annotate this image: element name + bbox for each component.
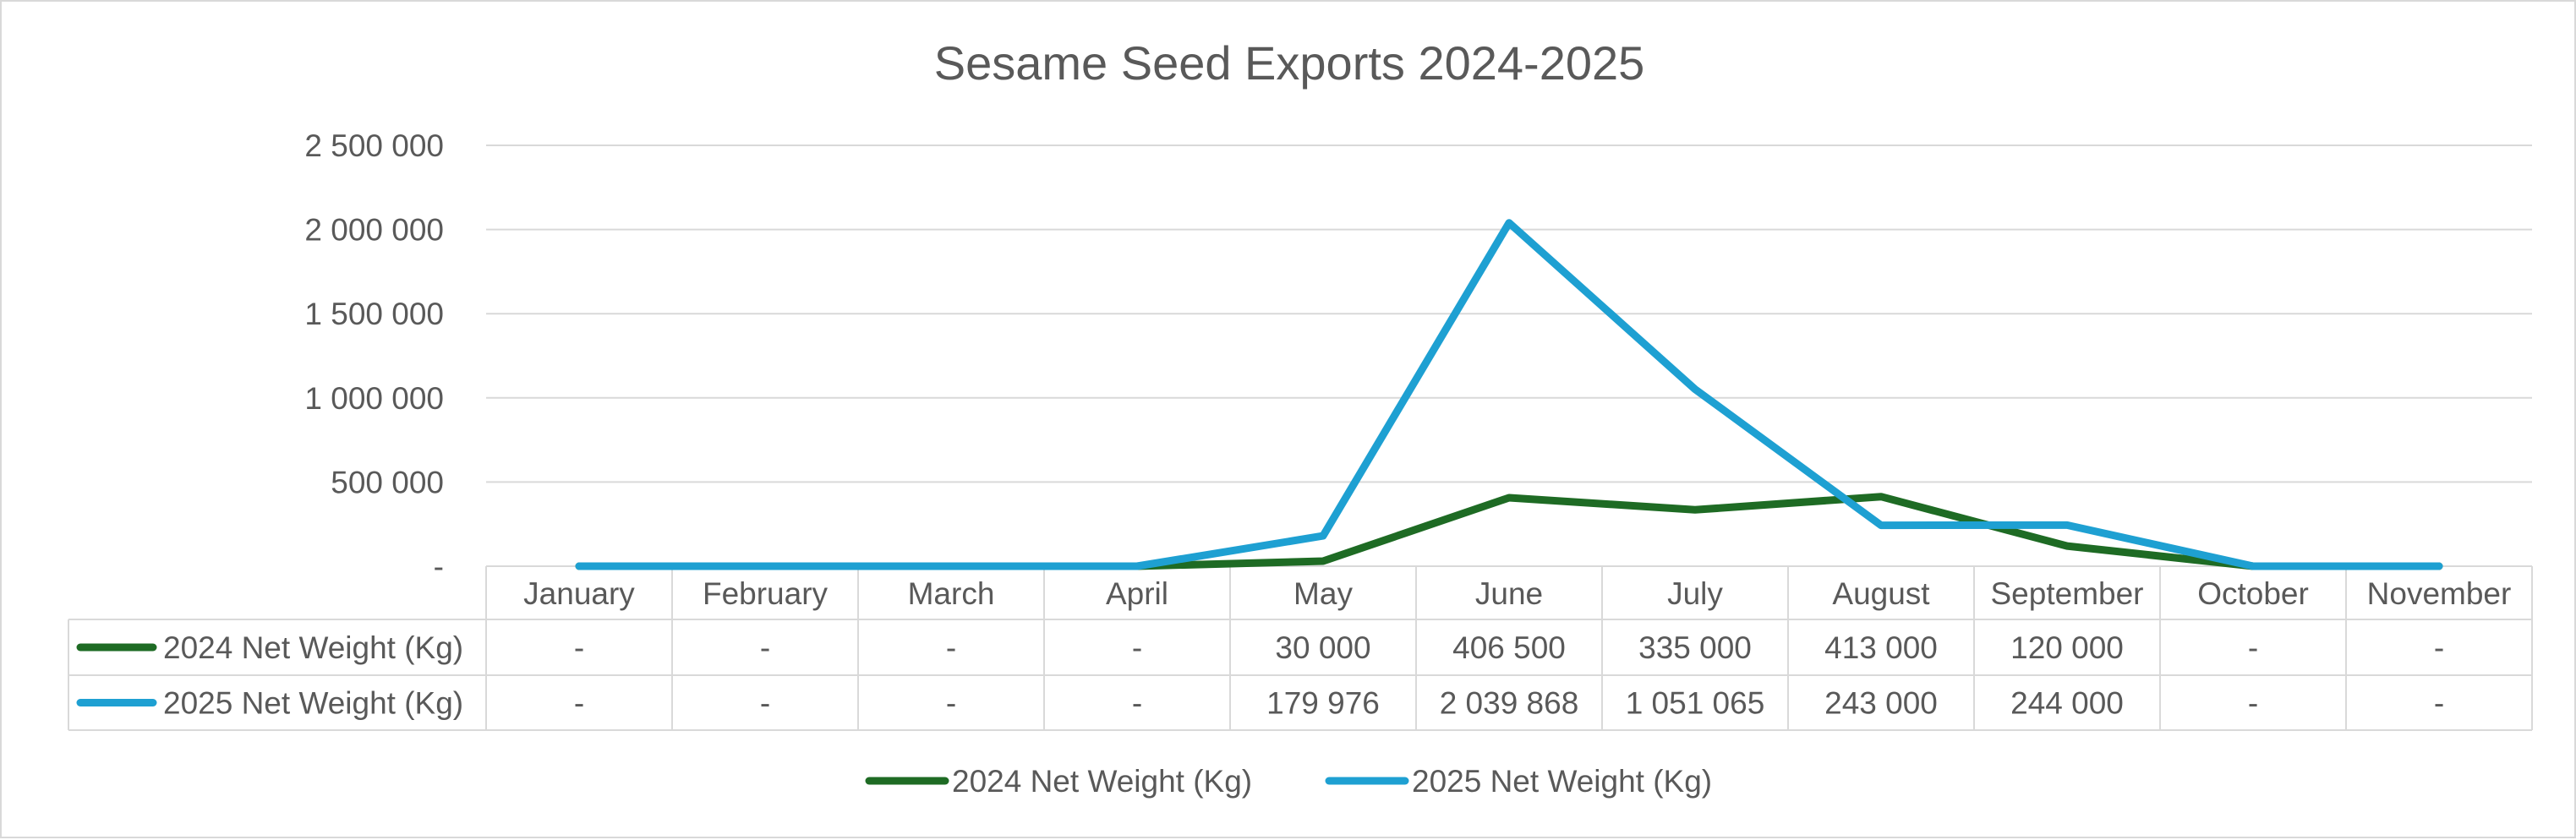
table-cell-value: 1 051 065 [1626, 686, 1765, 721]
x-tick-label: July [1667, 576, 1723, 611]
table-cell-value: - [760, 630, 770, 665]
table-cell-value: - [574, 630, 584, 665]
table-cell-value: - [2248, 686, 2258, 721]
table-cell-value: 335 000 [1638, 630, 1752, 665]
series-line [575, 493, 2443, 570]
table-cell-value: - [574, 686, 584, 721]
table-cell-value: 406 500 [1452, 630, 1566, 665]
table-cell-value: - [2434, 686, 2444, 721]
table-cell-value: 413 000 [1824, 630, 1938, 665]
x-tick-label: April [1106, 576, 1168, 611]
table-cell-value: 30 000 [1275, 630, 1370, 665]
legend: 2024 Net Weight (Kg) 2025 Net Weight (Kg) [865, 764, 1712, 799]
table-cell-value: - [1132, 686, 1142, 721]
y-tick-label: 1 000 000 [304, 381, 444, 416]
table-cell-value: - [946, 686, 956, 721]
x-tick-label: February [703, 576, 829, 611]
chart-title: Sesame Seed Exports 2024-2025 [934, 36, 1645, 90]
table-series-label: 2024 Net Weight (Kg) [163, 630, 463, 665]
data-table: January February March April May June July Augu… [68, 565, 2533, 731]
table-cell-value: 120 000 [2010, 630, 2124, 665]
table-series-label: 2025 Net Weight (Kg) [163, 686, 463, 721]
legend-label: 2025 Net Weight (Kg) [1412, 764, 1712, 799]
table-cell-value: - [1132, 630, 1142, 665]
y-tick-label: - [434, 549, 444, 584]
x-tick-label: November [2367, 576, 2512, 611]
y-tick-label: 2 500 000 [304, 128, 444, 163]
table-cell-value: - [2434, 630, 2444, 665]
table-cell-value: 244 000 [2010, 686, 2124, 721]
table-cell-value: 2 039 868 [1440, 686, 1579, 721]
legend-label: 2024 Net Weight (Kg) [952, 764, 1252, 799]
x-tick-label: September [1991, 576, 2144, 611]
x-tick-label: June [1475, 576, 1543, 611]
table-cell-value: - [946, 630, 956, 665]
table-cell-value: - [760, 686, 770, 721]
x-tick-label: January [523, 576, 635, 611]
series-line [575, 219, 2443, 570]
table-cell-value: 179 976 [1266, 686, 1380, 721]
x-tick-label: August [1832, 576, 1930, 611]
x-tick-label: October [2197, 576, 2309, 611]
y-tick-label: 2 000 000 [304, 213, 444, 248]
x-tick-label: May [1293, 576, 1353, 611]
gridlines [486, 145, 2532, 483]
table-cell-value: - [2248, 630, 2258, 665]
y-axis-ticks: - 500 000 1 000 000 1 500 000 2 000 000 2 500… [304, 128, 444, 584]
y-tick-label: 500 000 [331, 465, 444, 499]
series-lines [575, 219, 2443, 570]
y-tick-label: 1 500 000 [304, 297, 444, 331]
table-cell-value: 243 000 [1824, 686, 1938, 721]
x-tick-label: March [908, 576, 995, 611]
